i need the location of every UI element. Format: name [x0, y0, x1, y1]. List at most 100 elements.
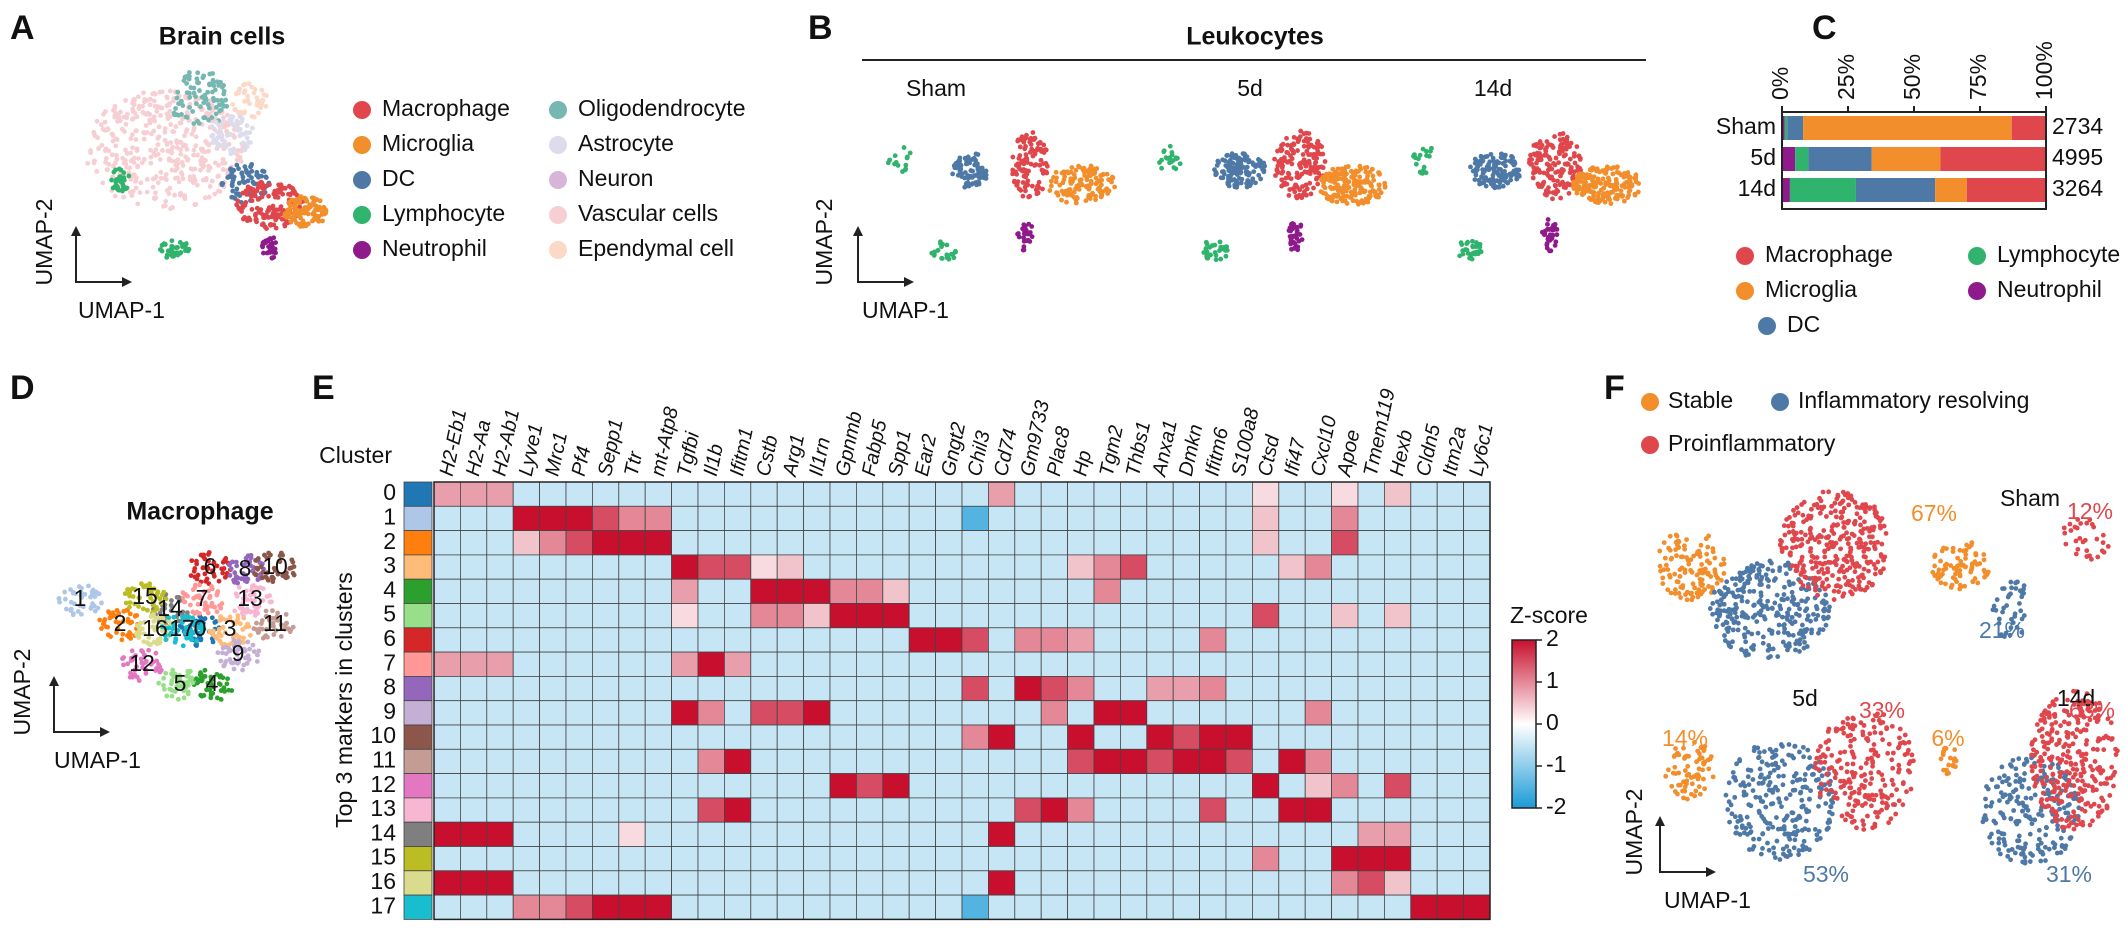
umap-point — [1783, 796, 1789, 801]
umap-point — [164, 254, 170, 260]
umap-point — [242, 164, 248, 170]
umap-point — [1816, 767, 1822, 773]
umap-point — [256, 648, 262, 654]
umap-point — [1682, 768, 1688, 773]
umap-point — [1327, 177, 1332, 183]
umap-point — [944, 242, 950, 248]
umap-point — [270, 579, 276, 585]
umap-point — [141, 90, 146, 96]
umap-point — [128, 158, 134, 164]
umap-point — [1463, 247, 1469, 252]
umap-point — [113, 143, 119, 149]
umap-point — [1841, 520, 1847, 525]
umap-point — [1757, 766, 1763, 772]
umap-point — [1850, 751, 1856, 757]
umap-point — [1946, 762, 1952, 768]
umap-point — [148, 154, 154, 160]
umap-point — [206, 168, 211, 173]
umap-point — [2001, 839, 2007, 845]
umap-point — [1552, 242, 1558, 248]
umap-point — [1790, 779, 1796, 785]
umap-point — [1567, 144, 1573, 150]
umap-point — [1574, 144, 1580, 150]
umap-point — [196, 80, 202, 86]
umap-point — [1308, 191, 1314, 197]
umap-point — [1784, 844, 1790, 849]
umap-point — [1044, 170, 1050, 176]
umap-point — [1804, 606, 1810, 612]
umap-point — [1861, 822, 1867, 828]
umap-point — [1697, 756, 1702, 762]
umap-point — [1788, 550, 1793, 556]
umap-point — [1680, 788, 1685, 794]
umap-point — [1704, 551, 1710, 557]
umap-point — [2001, 605, 2007, 611]
umap-point — [215, 97, 220, 103]
umap-point — [1909, 752, 1915, 758]
umap-point — [1038, 157, 1044, 163]
umap-point — [1739, 594, 1745, 600]
umap-point — [1961, 548, 1966, 554]
umap-point — [1283, 175, 1289, 181]
umap-point — [1825, 729, 1831, 734]
umap-point — [1362, 180, 1368, 185]
panel-title: Macrophage — [126, 498, 273, 526]
umap-point — [1864, 736, 1869, 742]
umap-point — [1159, 157, 1164, 163]
umap-point — [242, 81, 248, 87]
umap-point — [1885, 750, 1891, 756]
umap-point — [1331, 186, 1337, 191]
umap-point — [1811, 771, 1816, 777]
umap-point — [1020, 193, 1026, 199]
umap-point — [260, 244, 265, 250]
umap-point — [1779, 758, 1785, 764]
umap-point — [1765, 598, 1771, 604]
umap-point — [100, 180, 106, 186]
umap-point — [2061, 525, 2067, 531]
umap-point — [258, 101, 264, 107]
umap-point — [1771, 845, 1776, 851]
umap-point — [97, 617, 103, 623]
umap-point — [1874, 514, 1880, 519]
umap-point — [1851, 818, 1857, 824]
umap-point — [1297, 134, 1303, 140]
umap-point — [1608, 201, 1614, 207]
umap-point — [173, 106, 178, 111]
umap-point — [1682, 543, 1687, 549]
umap-point — [156, 680, 162, 686]
umap-point — [1771, 850, 1777, 856]
umap-point — [1610, 182, 1615, 188]
umap-point — [260, 189, 266, 195]
umap-point — [2084, 548, 2090, 554]
umap-point — [241, 140, 246, 146]
umap-point — [185, 691, 191, 697]
umap-point — [237, 86, 243, 92]
umap-point — [99, 626, 104, 631]
umap-point — [144, 177, 150, 182]
umap-point — [57, 599, 62, 605]
umap-point — [1825, 746, 1831, 752]
umap-point — [210, 89, 215, 95]
umap-point — [1491, 179, 1497, 184]
umap-point — [1226, 179, 1232, 185]
umap-point — [288, 219, 294, 225]
umap-point — [2028, 795, 2034, 801]
umap-point — [1024, 238, 1030, 244]
umap-point — [1854, 511, 1860, 517]
umap-point — [200, 177, 206, 183]
umap-point — [287, 629, 293, 635]
umap-point — [1805, 747, 1811, 753]
umap-point — [1492, 162, 1497, 168]
umap-point — [1996, 847, 2002, 852]
umap-point — [1900, 780, 1906, 785]
umap-point — [1026, 194, 1032, 200]
umap-point — [1530, 175, 1536, 181]
umap-point — [1245, 178, 1251, 184]
umap-point — [1870, 763, 1875, 769]
umap-point — [111, 169, 117, 175]
umap-point — [1292, 189, 1298, 195]
umap-point — [266, 193, 272, 199]
umap-point — [1093, 193, 1098, 199]
umap-point — [1722, 633, 1727, 638]
umap-point — [114, 156, 120, 162]
